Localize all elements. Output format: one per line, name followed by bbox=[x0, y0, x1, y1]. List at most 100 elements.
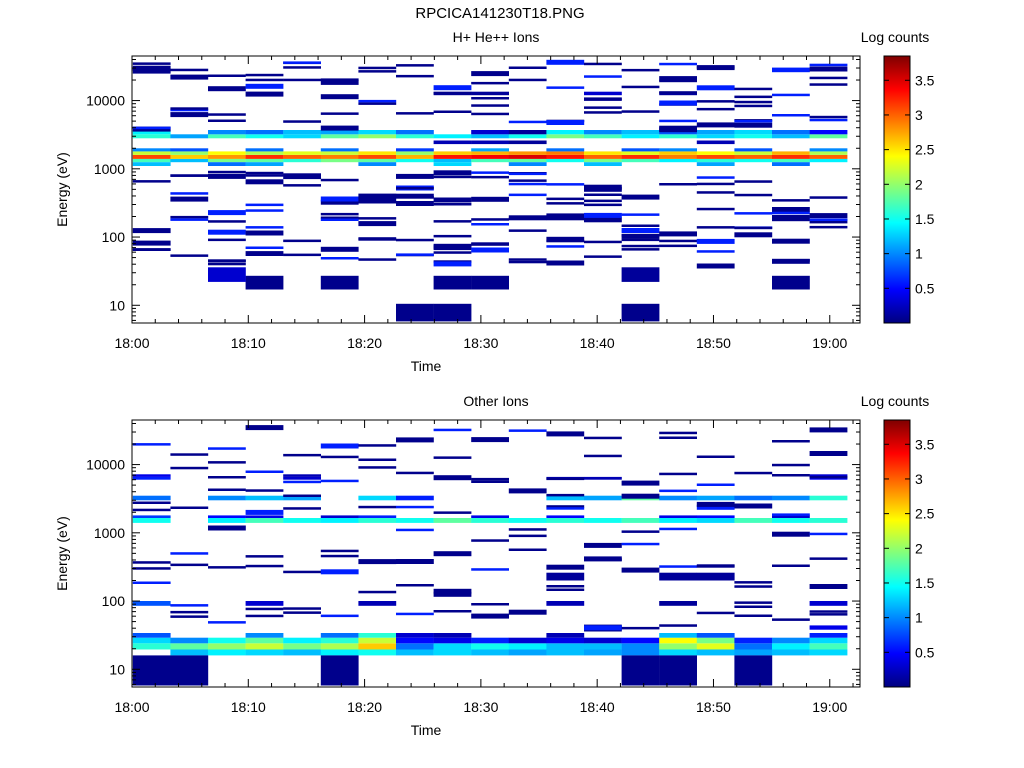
heatmap-cell bbox=[396, 633, 434, 638]
heatmap-cell bbox=[696, 162, 735, 166]
heatmap-cell bbox=[132, 508, 171, 512]
heatmap-cell bbox=[734, 585, 773, 588]
heatmap-cell bbox=[245, 179, 284, 185]
heatmap-cell bbox=[396, 649, 434, 656]
heatmap-cell bbox=[584, 62, 622, 66]
heatmap-cell bbox=[772, 258, 810, 264]
heatmap-cell bbox=[809, 83, 848, 86]
heatmap-cell bbox=[546, 431, 585, 437]
heatmap-cell bbox=[358, 495, 397, 501]
heatmap-cell bbox=[132, 162, 171, 166]
heatmap-cell bbox=[132, 567, 171, 570]
heatmap-cell bbox=[696, 238, 735, 244]
heatmap-cell bbox=[433, 162, 472, 166]
heatmap-cell bbox=[546, 637, 585, 644]
heatmap-cell bbox=[358, 515, 397, 518]
heatmap-cell bbox=[170, 196, 209, 202]
heatmap-cell bbox=[208, 637, 246, 644]
heatmap-cell bbox=[621, 110, 660, 113]
heatmap-cell bbox=[245, 555, 284, 558]
heatmap-cell bbox=[358, 99, 397, 103]
heatmap-cell bbox=[621, 248, 660, 251]
heatmap-cell bbox=[772, 238, 810, 244]
heatmap-cell bbox=[396, 64, 434, 67]
heatmap-cell bbox=[621, 158, 660, 163]
heatmap-cell bbox=[809, 474, 848, 477]
heatmap-cell bbox=[433, 91, 472, 95]
heatmap-cell bbox=[245, 633, 284, 638]
heatmap-cell bbox=[283, 66, 321, 69]
heatmap-cell bbox=[659, 244, 697, 248]
heatmap-cell bbox=[734, 154, 773, 159]
heatmap-cell bbox=[508, 130, 547, 135]
heatmap-cell bbox=[696, 122, 735, 128]
heatmap-cell bbox=[696, 100, 735, 103]
heatmap-cell bbox=[546, 585, 585, 588]
heatmap-cell bbox=[546, 217, 585, 221]
heatmap-cell bbox=[471, 81, 509, 85]
heatmap-cell bbox=[132, 637, 171, 644]
heatmap-cell bbox=[320, 154, 359, 159]
heatmap-cells bbox=[132, 474, 848, 686]
heatmap-cell bbox=[396, 151, 434, 155]
heatmap-cell bbox=[734, 643, 773, 650]
heatmap-cell bbox=[471, 154, 509, 159]
heatmap-cell bbox=[471, 134, 509, 139]
heatmap-cell bbox=[809, 218, 848, 221]
heatmap-cell bbox=[696, 501, 735, 507]
heatmap-cell bbox=[245, 158, 284, 163]
heatmap-cell bbox=[208, 515, 246, 518]
heatmap-cell bbox=[734, 637, 773, 644]
colorbar: 0.5 1 1.5 2 2.5 3 3.5 Log counts bbox=[861, 393, 935, 688]
heatmap-cell bbox=[659, 431, 697, 435]
heatmap-cell bbox=[546, 86, 585, 89]
heatmap-cell bbox=[320, 125, 359, 131]
heatmap-cell bbox=[772, 69, 810, 73]
heatmap-cell bbox=[320, 196, 359, 202]
heatmap-cell bbox=[208, 525, 246, 531]
heatmap-cell bbox=[283, 173, 321, 176]
heatmap-cell bbox=[245, 495, 284, 501]
heatmap-cell bbox=[358, 134, 397, 139]
heatmap-cell bbox=[208, 134, 246, 139]
heatmap-cell bbox=[208, 461, 246, 464]
heatmap-cell bbox=[621, 238, 660, 242]
heatmap-cell bbox=[696, 66, 735, 69]
heatmap-cell bbox=[809, 532, 848, 536]
heatmap-cell bbox=[358, 505, 397, 509]
heatmap-cell bbox=[283, 474, 321, 477]
heatmap-cell bbox=[358, 193, 397, 199]
heatmap-cell bbox=[508, 172, 547, 176]
heatmap-cell bbox=[433, 220, 472, 223]
heatmap-cell bbox=[584, 649, 622, 656]
heatmap-cell bbox=[283, 495, 321, 501]
heatmap-cell bbox=[320, 643, 359, 650]
heatmap-cell bbox=[396, 559, 434, 564]
heatmap-cell bbox=[546, 495, 585, 501]
heatmap-cell bbox=[283, 78, 321, 82]
heatmap-cell bbox=[772, 618, 810, 621]
heatmap-cell bbox=[621, 234, 660, 237]
heatmap-cell bbox=[696, 107, 735, 111]
heatmap-cell bbox=[734, 503, 773, 509]
heatmap-cell bbox=[621, 530, 660, 533]
x-axis-label: Time bbox=[411, 358, 442, 374]
heatmap-cell bbox=[659, 134, 697, 139]
heatmap-cell bbox=[283, 643, 321, 650]
heatmap-cell bbox=[433, 243, 472, 249]
heatmap-cell bbox=[621, 626, 660, 630]
heatmap-cell bbox=[132, 655, 171, 686]
y-axis-label: Energy (eV) bbox=[54, 516, 70, 591]
heatmap-cell bbox=[508, 258, 547, 261]
heatmap-cell bbox=[471, 91, 509, 96]
heatmap-cell bbox=[809, 154, 848, 159]
heatmap-cell bbox=[283, 151, 321, 155]
heatmap-cell bbox=[433, 175, 472, 179]
heatmap-cell bbox=[396, 253, 434, 256]
heatmap-cell bbox=[809, 557, 848, 560]
heatmap-cell bbox=[245, 251, 284, 254]
heatmap-cell bbox=[471, 130, 509, 135]
heatmap-cell bbox=[809, 633, 848, 638]
heatmap-cell bbox=[132, 148, 171, 152]
heatmap-noise-cells bbox=[132, 425, 848, 632]
